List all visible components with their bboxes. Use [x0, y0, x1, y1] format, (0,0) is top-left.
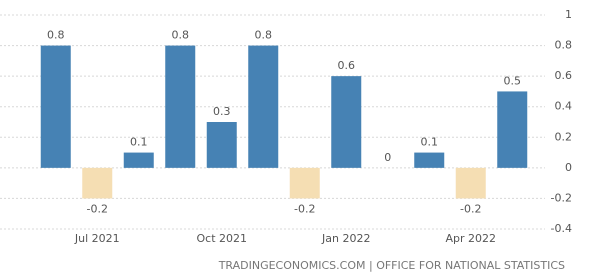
x-tick-label: Oct 2021 — [196, 232, 247, 245]
y-tick-label: 0 — [565, 161, 572, 174]
bar — [123, 152, 154, 168]
value-label: 0 — [384, 151, 391, 164]
y-tick-label: -0.2 — [551, 191, 572, 204]
bar — [289, 167, 320, 199]
x-tick-label: Jan 2022 — [321, 232, 370, 245]
value-label: 0.6 — [338, 59, 356, 72]
bar — [331, 76, 362, 168]
value-label: 0.8 — [47, 29, 65, 42]
y-tick-label: -0.4 — [551, 222, 572, 235]
value-label: 0.3 — [213, 105, 231, 118]
bar — [497, 91, 528, 168]
bar — [248, 45, 279, 168]
value-label: 0.5 — [504, 74, 522, 87]
bar — [414, 152, 445, 168]
value-label: 0.1 — [421, 136, 439, 149]
bar — [165, 45, 196, 168]
value-label: 0.1 — [130, 136, 148, 149]
x-tick-label: Jul 2021 — [74, 232, 120, 245]
y-tick-label: 0.2 — [555, 130, 573, 143]
value-label: -0.2 — [460, 202, 481, 215]
y-tick-label: 0.4 — [555, 100, 573, 113]
bar — [206, 122, 237, 168]
bar — [82, 167, 113, 199]
value-label: -0.2 — [87, 202, 108, 215]
source: TRADINGECONOMICS.COM | OFFICE FOR NATION… — [218, 259, 565, 272]
value-label: 0.8 — [172, 29, 190, 42]
y-tick-label: 1 — [565, 8, 572, 21]
y-tick-label: 0.8 — [555, 39, 573, 52]
bar — [40, 45, 71, 168]
bar — [455, 167, 486, 199]
value-label: 0.8 — [255, 29, 273, 42]
value-label: -0.2 — [294, 202, 315, 215]
y-tick-label: 0.6 — [555, 69, 573, 82]
x-tick-label: Apr 2022 — [445, 232, 496, 245]
